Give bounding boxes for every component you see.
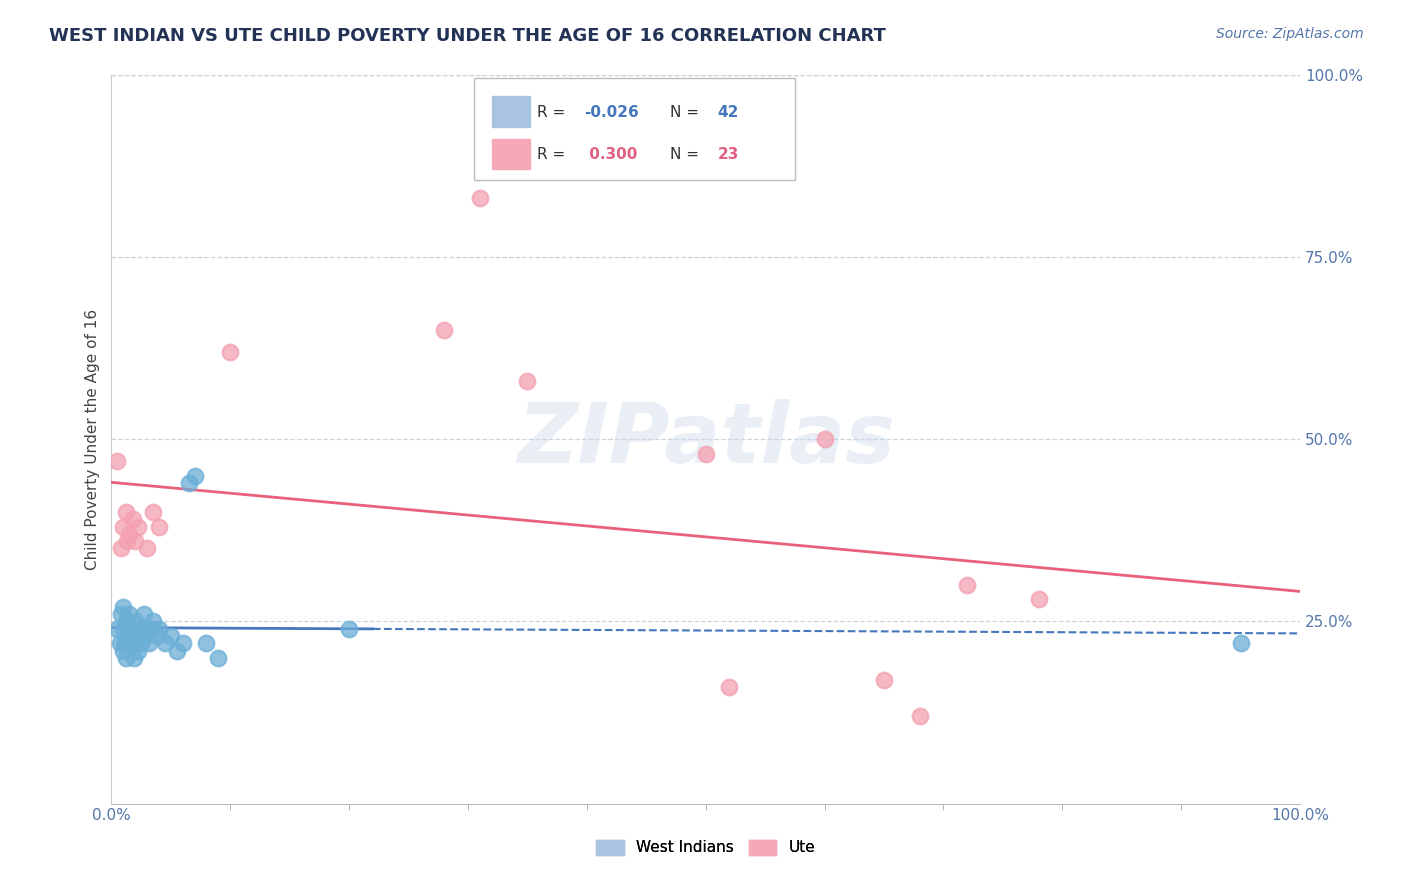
Point: [115, 629, 138, 643]
Point: [142, 615, 165, 629]
Point: [516, 374, 538, 388]
Point: [124, 615, 146, 629]
Point: [139, 622, 162, 636]
Point: [110, 541, 132, 556]
Point: [118, 622, 141, 636]
Point: [136, 541, 159, 556]
Point: [114, 615, 136, 629]
Text: -0.026: -0.026: [585, 105, 640, 120]
Point: [138, 636, 160, 650]
Point: [124, 636, 146, 650]
Text: N =: N =: [671, 105, 699, 120]
Point: [142, 505, 165, 519]
Point: [128, 622, 150, 636]
Point: [112, 599, 135, 614]
Point: [114, 650, 136, 665]
Point: [121, 629, 143, 643]
Point: [219, 344, 242, 359]
Text: N =: N =: [671, 147, 699, 162]
Point: [207, 650, 229, 665]
Text: 42: 42: [717, 105, 740, 120]
Point: [873, 673, 896, 687]
FancyBboxPatch shape: [492, 96, 530, 127]
Point: [908, 709, 931, 723]
Point: [160, 629, 183, 643]
Point: [166, 643, 188, 657]
Point: [121, 512, 143, 526]
Point: [118, 607, 141, 621]
Point: [114, 505, 136, 519]
Text: WEST INDIAN VS UTE CHILD POVERTY UNDER THE AGE OF 16 CORRELATION CHART: WEST INDIAN VS UTE CHILD POVERTY UNDER T…: [49, 27, 886, 45]
Point: [129, 636, 152, 650]
Point: [145, 629, 167, 643]
Point: [110, 607, 132, 621]
Point: [124, 534, 146, 549]
FancyBboxPatch shape: [492, 138, 530, 169]
Point: [125, 629, 148, 643]
Point: [468, 191, 491, 205]
Point: [153, 636, 176, 650]
Point: [337, 622, 360, 636]
Point: [105, 622, 128, 636]
Point: [115, 534, 138, 549]
Point: [122, 650, 145, 665]
Point: [108, 636, 131, 650]
Point: [148, 519, 170, 533]
Point: [148, 622, 170, 636]
Point: [136, 622, 159, 636]
Point: [114, 636, 136, 650]
Point: [183, 468, 205, 483]
Y-axis label: Child Poverty Under the Age of 16: Child Poverty Under the Age of 16: [86, 309, 100, 570]
Point: [132, 607, 155, 621]
FancyBboxPatch shape: [474, 78, 794, 180]
Point: [1028, 592, 1050, 607]
Point: [118, 526, 141, 541]
Point: [112, 643, 135, 657]
Point: [127, 643, 149, 657]
Point: [105, 454, 128, 468]
Point: [195, 636, 218, 650]
Point: [121, 622, 143, 636]
Point: [117, 636, 139, 650]
Text: 23: 23: [717, 147, 740, 162]
Text: R =: R =: [537, 105, 565, 120]
Point: [177, 475, 200, 490]
Legend: West Indians, Ute: West Indians, Ute: [591, 833, 821, 862]
Point: [131, 622, 153, 636]
Point: [813, 432, 835, 446]
Point: [112, 622, 135, 636]
Point: [1229, 636, 1251, 650]
Point: [172, 636, 194, 650]
Text: R =: R =: [537, 147, 565, 162]
Point: [134, 629, 156, 643]
Point: [433, 323, 456, 337]
Point: [956, 578, 979, 592]
Point: [718, 680, 741, 694]
Text: ZIPatlas: ZIPatlas: [517, 399, 894, 480]
Point: [127, 519, 149, 533]
Text: 0.300: 0.300: [585, 147, 638, 162]
Point: [112, 519, 135, 533]
Point: [120, 636, 142, 650]
Point: [695, 447, 717, 461]
Text: Source: ZipAtlas.com: Source: ZipAtlas.com: [1216, 27, 1364, 41]
